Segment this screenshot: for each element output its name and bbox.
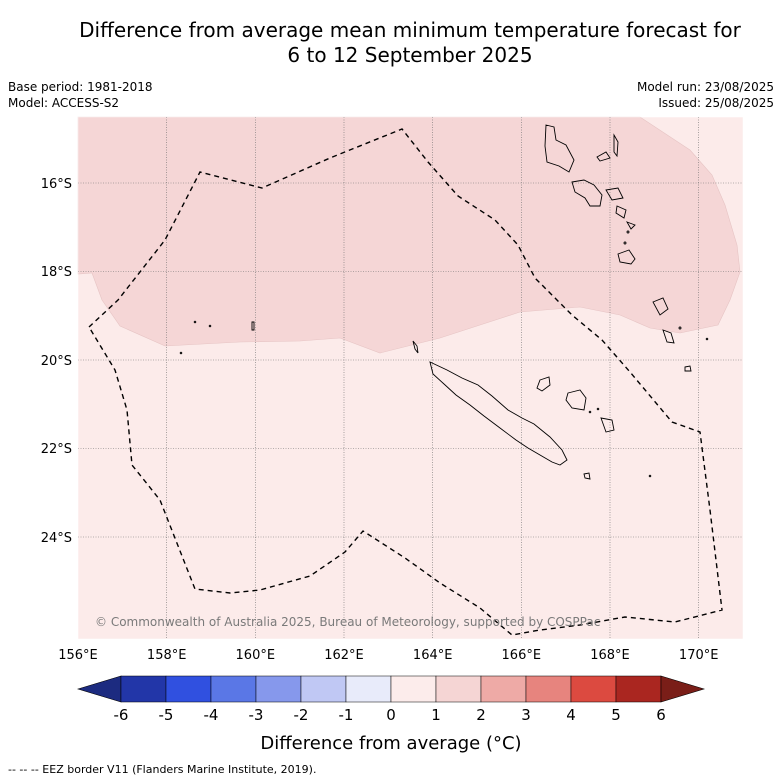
lat-tick-22s: 22°S xyxy=(41,442,72,457)
colorbar-label: -6 xyxy=(114,706,129,724)
colorbar-cells xyxy=(120,675,662,703)
colorbar-label: -2 xyxy=(294,706,309,724)
lon-tick-166: 166°E xyxy=(502,648,542,663)
issued-date: Issued: 25/08/2025 xyxy=(658,96,774,110)
colorbar-cell xyxy=(570,675,617,703)
base-info: Base period: 1981-2018 Model: ACCESS-S2 xyxy=(8,79,153,111)
colorbar-cell xyxy=(480,675,527,703)
lon-tick-158: 158°E xyxy=(147,648,187,663)
colorbar-cell xyxy=(390,675,437,703)
run-info: Model run: 23/08/2025 Issued: 25/08/2025 xyxy=(637,79,774,111)
eez-footnote: -- -- -- EEZ border V11 (Flanders Marine… xyxy=(8,763,317,776)
colorbar-cell xyxy=(525,675,572,703)
map-panel: © Commonwealth of Australia 2025, Bureau… xyxy=(77,116,744,640)
lat-tick-16s: 16°S xyxy=(41,177,72,192)
model-name: Model: ACCESS-S2 xyxy=(8,96,120,110)
copyright-notice: © Commonwealth of Australia 2025, Bureau… xyxy=(95,615,600,629)
lat-tick-18s: 18°S xyxy=(41,265,72,280)
lat-tick-24s: 24°S xyxy=(41,531,72,546)
colorbar-label: 6 xyxy=(656,706,666,724)
colorbar-cell xyxy=(120,675,167,703)
lon-tick-160: 160°E xyxy=(236,648,276,663)
colorbar-over-arrow xyxy=(660,675,706,703)
colorbar-cell xyxy=(165,675,212,703)
colorbar-label: -1 xyxy=(339,706,354,724)
colorbar-labels: -6 -5 -4 -3 -2 -1 0 1 2 3 4 5 6 xyxy=(114,706,666,724)
title-line-2: 6 to 12 September 2025 xyxy=(287,43,533,67)
title-line-1: Difference from average mean minimum tem… xyxy=(79,18,741,42)
lon-tick-162: 162°E xyxy=(324,648,364,663)
vanuatu-islands xyxy=(544,124,709,372)
colorbar: -6 -5 -4 -3 -2 -1 0 1 2 3 4 5 6 Difference from aver… xyxy=(76,675,706,754)
colorbar-cell xyxy=(255,675,302,703)
colorbar-title: Difference from average (°C) xyxy=(260,733,521,754)
anomaly-one-to-two xyxy=(77,116,741,354)
colorbar-label: -5 xyxy=(159,706,174,724)
lon-tick-168: 168°E xyxy=(590,648,630,663)
colorbar-under-arrow xyxy=(76,675,122,703)
base-period: Base period: 1981-2018 xyxy=(8,80,153,94)
lon-tick-156: 156°E xyxy=(58,648,98,663)
model-run: Model run: 23/08/2025 xyxy=(636,80,774,94)
lat-tick-labels: 16°S 18°S 20°S 22°S 24°S xyxy=(41,177,72,546)
colorbar-label: -3 xyxy=(249,706,264,724)
eez-border xyxy=(88,128,723,636)
colorbar-label: 0 xyxy=(386,706,396,724)
colorbar-label: 4 xyxy=(566,706,576,724)
colorbar-cell xyxy=(345,675,392,703)
colorbar-label: -4 xyxy=(204,706,219,724)
lon-tick-170: 170°E xyxy=(679,648,719,663)
lat-tick-20s: 20°S xyxy=(41,354,72,369)
lon-tick-164: 164°E xyxy=(413,648,453,663)
colorbar-cell xyxy=(435,675,482,703)
colorbar-label: 2 xyxy=(476,706,486,724)
map-title: Difference from average mean minimum tem… xyxy=(40,18,780,68)
colorbar-label: 3 xyxy=(521,706,531,724)
map-frame xyxy=(77,116,744,640)
colorbar-label: 5 xyxy=(611,706,621,724)
new-caledonia-islands xyxy=(179,320,652,480)
colorbar-cell xyxy=(300,675,347,703)
colorbar-cell xyxy=(615,675,662,703)
colorbar-label: 1 xyxy=(431,706,441,724)
lon-tick-labels: 156°E 158°E 160°E 162°E 164°E 166°E 168°… xyxy=(58,648,718,663)
colorbar-cell xyxy=(210,675,257,703)
